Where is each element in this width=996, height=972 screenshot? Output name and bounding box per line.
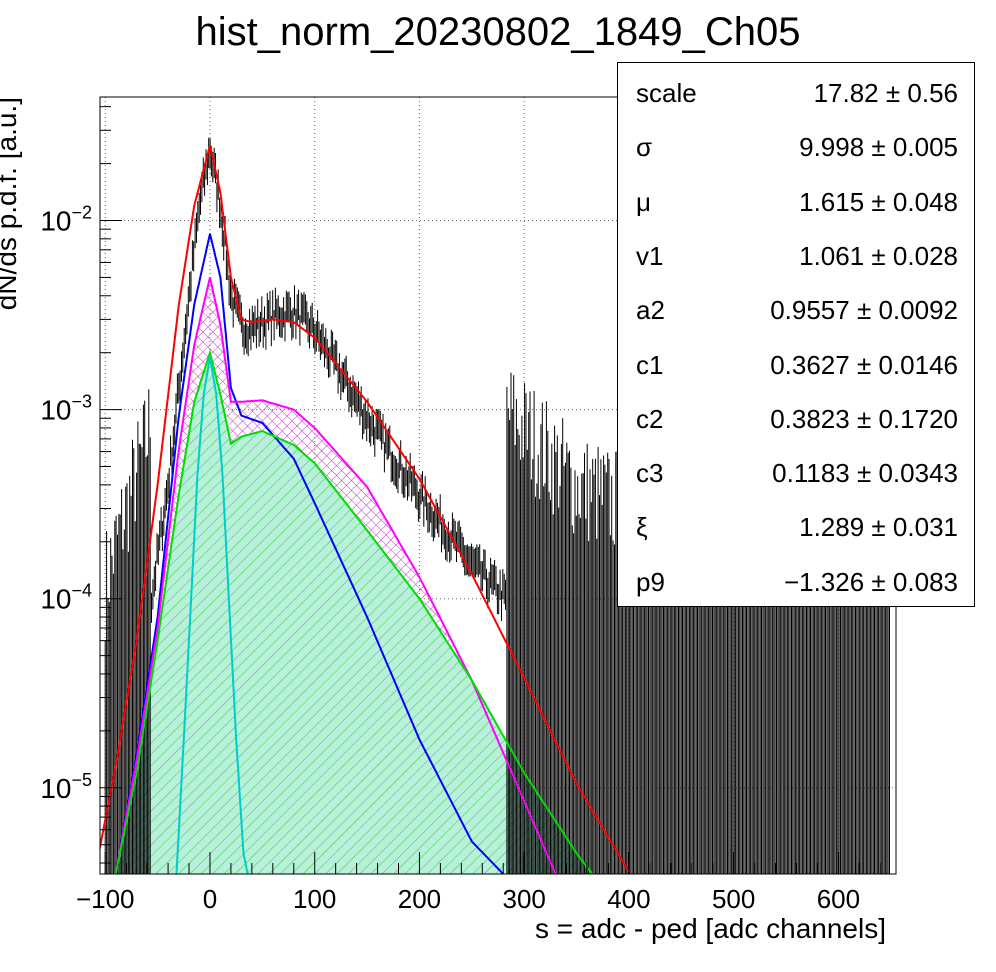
stat-name: scale — [636, 78, 697, 108]
y-tick-label: 10−3 — [40, 392, 92, 426]
stat-value: 1.615 ± 0.048 — [799, 182, 958, 222]
plus-minus-symbol: ± — [856, 458, 879, 489]
data-histogram — [104, 137, 890, 874]
stat-central-value: 1.289 — [799, 512, 865, 543]
x-tick-label: −100 — [76, 884, 135, 914]
data-error-bars — [104, 137, 890, 874]
stat-central-value: 1.615 — [799, 186, 865, 217]
stat-name: ξ — [636, 512, 648, 543]
y-tick-label: 10−4 — [40, 581, 92, 615]
plus-minus-symbol: ± — [856, 295, 879, 326]
green-hatch-fill — [115, 352, 593, 874]
stat-name: p9 — [636, 566, 665, 597]
stat-name: σ — [636, 132, 653, 163]
component-curve — [114, 349, 594, 874]
component-curve — [175, 356, 249, 874]
component-curve — [114, 277, 557, 874]
fit-parameters-box: scale 17.82 ± 0.56 σ 9.998 ± 0.005 μ 1.615 ± … — [617, 62, 975, 607]
stat-row: c1 0.3627 ± 0.0146 — [636, 345, 958, 385]
stat-name: μ — [636, 186, 651, 217]
stat-name: c1 — [636, 349, 664, 380]
stat-error: 0.0146 — [878, 349, 958, 380]
stat-error: 0.083 — [892, 566, 958, 597]
stat-central-value: 0.1183 — [772, 458, 850, 489]
y-tick-label: 10−2 — [40, 203, 92, 237]
y-tick-label: 10−5 — [40, 770, 92, 804]
stat-row: μ 1.615 ± 0.048 — [636, 182, 958, 222]
stat-row: scale 17.82 ± 0.56 — [636, 73, 958, 113]
stat-error: 0.048 — [892, 186, 958, 217]
stat-central-value: 0.9557 — [770, 295, 850, 326]
plus-minus-symbol: ± — [871, 240, 893, 271]
stat-error: 0.028 — [892, 240, 958, 271]
stat-error: 0.0092 — [878, 295, 958, 326]
stat-central-value: −1.326 — [783, 566, 865, 597]
stat-row: c2 0.3823 ± 0.1720 — [636, 399, 958, 439]
stat-row: c3 0.1183 ± 0.0343 — [636, 453, 958, 493]
plus-minus-symbol: ± — [885, 78, 908, 108]
stat-value: −1.326 ± 0.083 — [784, 562, 958, 602]
stat-row: v1 1.061 ± 0.028 — [636, 236, 958, 276]
chart-title: hist_norm_20230802_1849_Ch05 — [195, 10, 801, 54]
stat-error: 0.1720 — [878, 403, 958, 434]
stat-row: p9 −1.326 ± 0.083 — [636, 562, 958, 602]
plus-minus-symbol: ± — [856, 349, 879, 380]
x-tick-label: 500 — [712, 884, 755, 914]
stat-value: 0.3627 ± 0.0146 — [770, 345, 958, 385]
stat-row: ξ 1.289 ± 0.031 — [636, 507, 958, 547]
stat-error: 0.005 — [892, 132, 958, 163]
plus-minus-symbol: ± — [856, 403, 879, 434]
x-axis-label: s = adc - ped [adc channels] — [535, 913, 886, 944]
stat-name: c3 — [636, 458, 664, 489]
plus-minus-symbol: ± — [871, 566, 893, 597]
stat-row: σ 9.998 ± 0.005 — [636, 127, 958, 167]
x-tick-label: 100 — [293, 884, 336, 914]
plus-minus-symbol: ± — [871, 186, 893, 217]
stat-name: a2 — [636, 295, 665, 326]
stat-value: 17.82 ± 0.56 — [814, 73, 958, 113]
plus-minus-symbol: ± — [871, 132, 893, 163]
stat-central-value: 1.061 — [799, 240, 865, 271]
stat-name: c2 — [636, 403, 664, 434]
stat-value: 9.998 ± 0.005 — [799, 127, 958, 167]
y-axis-label: dN/ds p.d.f. [a.u.] — [0, 97, 22, 310]
stat-error: 0.56 — [907, 78, 958, 108]
x-tick-label: 300 — [502, 884, 545, 914]
stat-value: 1.289 ± 0.031 — [799, 507, 958, 547]
stat-error: 0.0343 — [878, 458, 958, 489]
x-tick-label: 400 — [607, 884, 650, 914]
stat-row: a2 0.9557 ± 0.0092 — [636, 290, 958, 330]
plus-minus-symbol: ± — [871, 512, 893, 543]
x-tick-label: 600 — [817, 884, 860, 914]
stat-value: 0.3823 ± 0.1720 — [770, 399, 958, 439]
stat-central-value: 17.82 — [813, 78, 879, 108]
stat-value: 0.1183 ± 0.0343 — [772, 453, 958, 493]
stat-value: 1.061 ± 0.028 — [799, 236, 958, 276]
x-tick-label: 200 — [398, 884, 441, 914]
stat-name: v1 — [636, 240, 664, 271]
stat-central-value: 0.3823 — [770, 403, 850, 434]
stat-error: 0.031 — [892, 512, 958, 543]
stat-central-value: 0.3627 — [770, 349, 850, 380]
x-tick-label: 0 — [203, 884, 217, 914]
total-fit-curve — [100, 145, 630, 873]
stat-value: 0.9557 ± 0.0092 — [770, 290, 958, 330]
stat-central-value: 9.998 — [799, 132, 865, 163]
component-curve — [114, 233, 504, 874]
